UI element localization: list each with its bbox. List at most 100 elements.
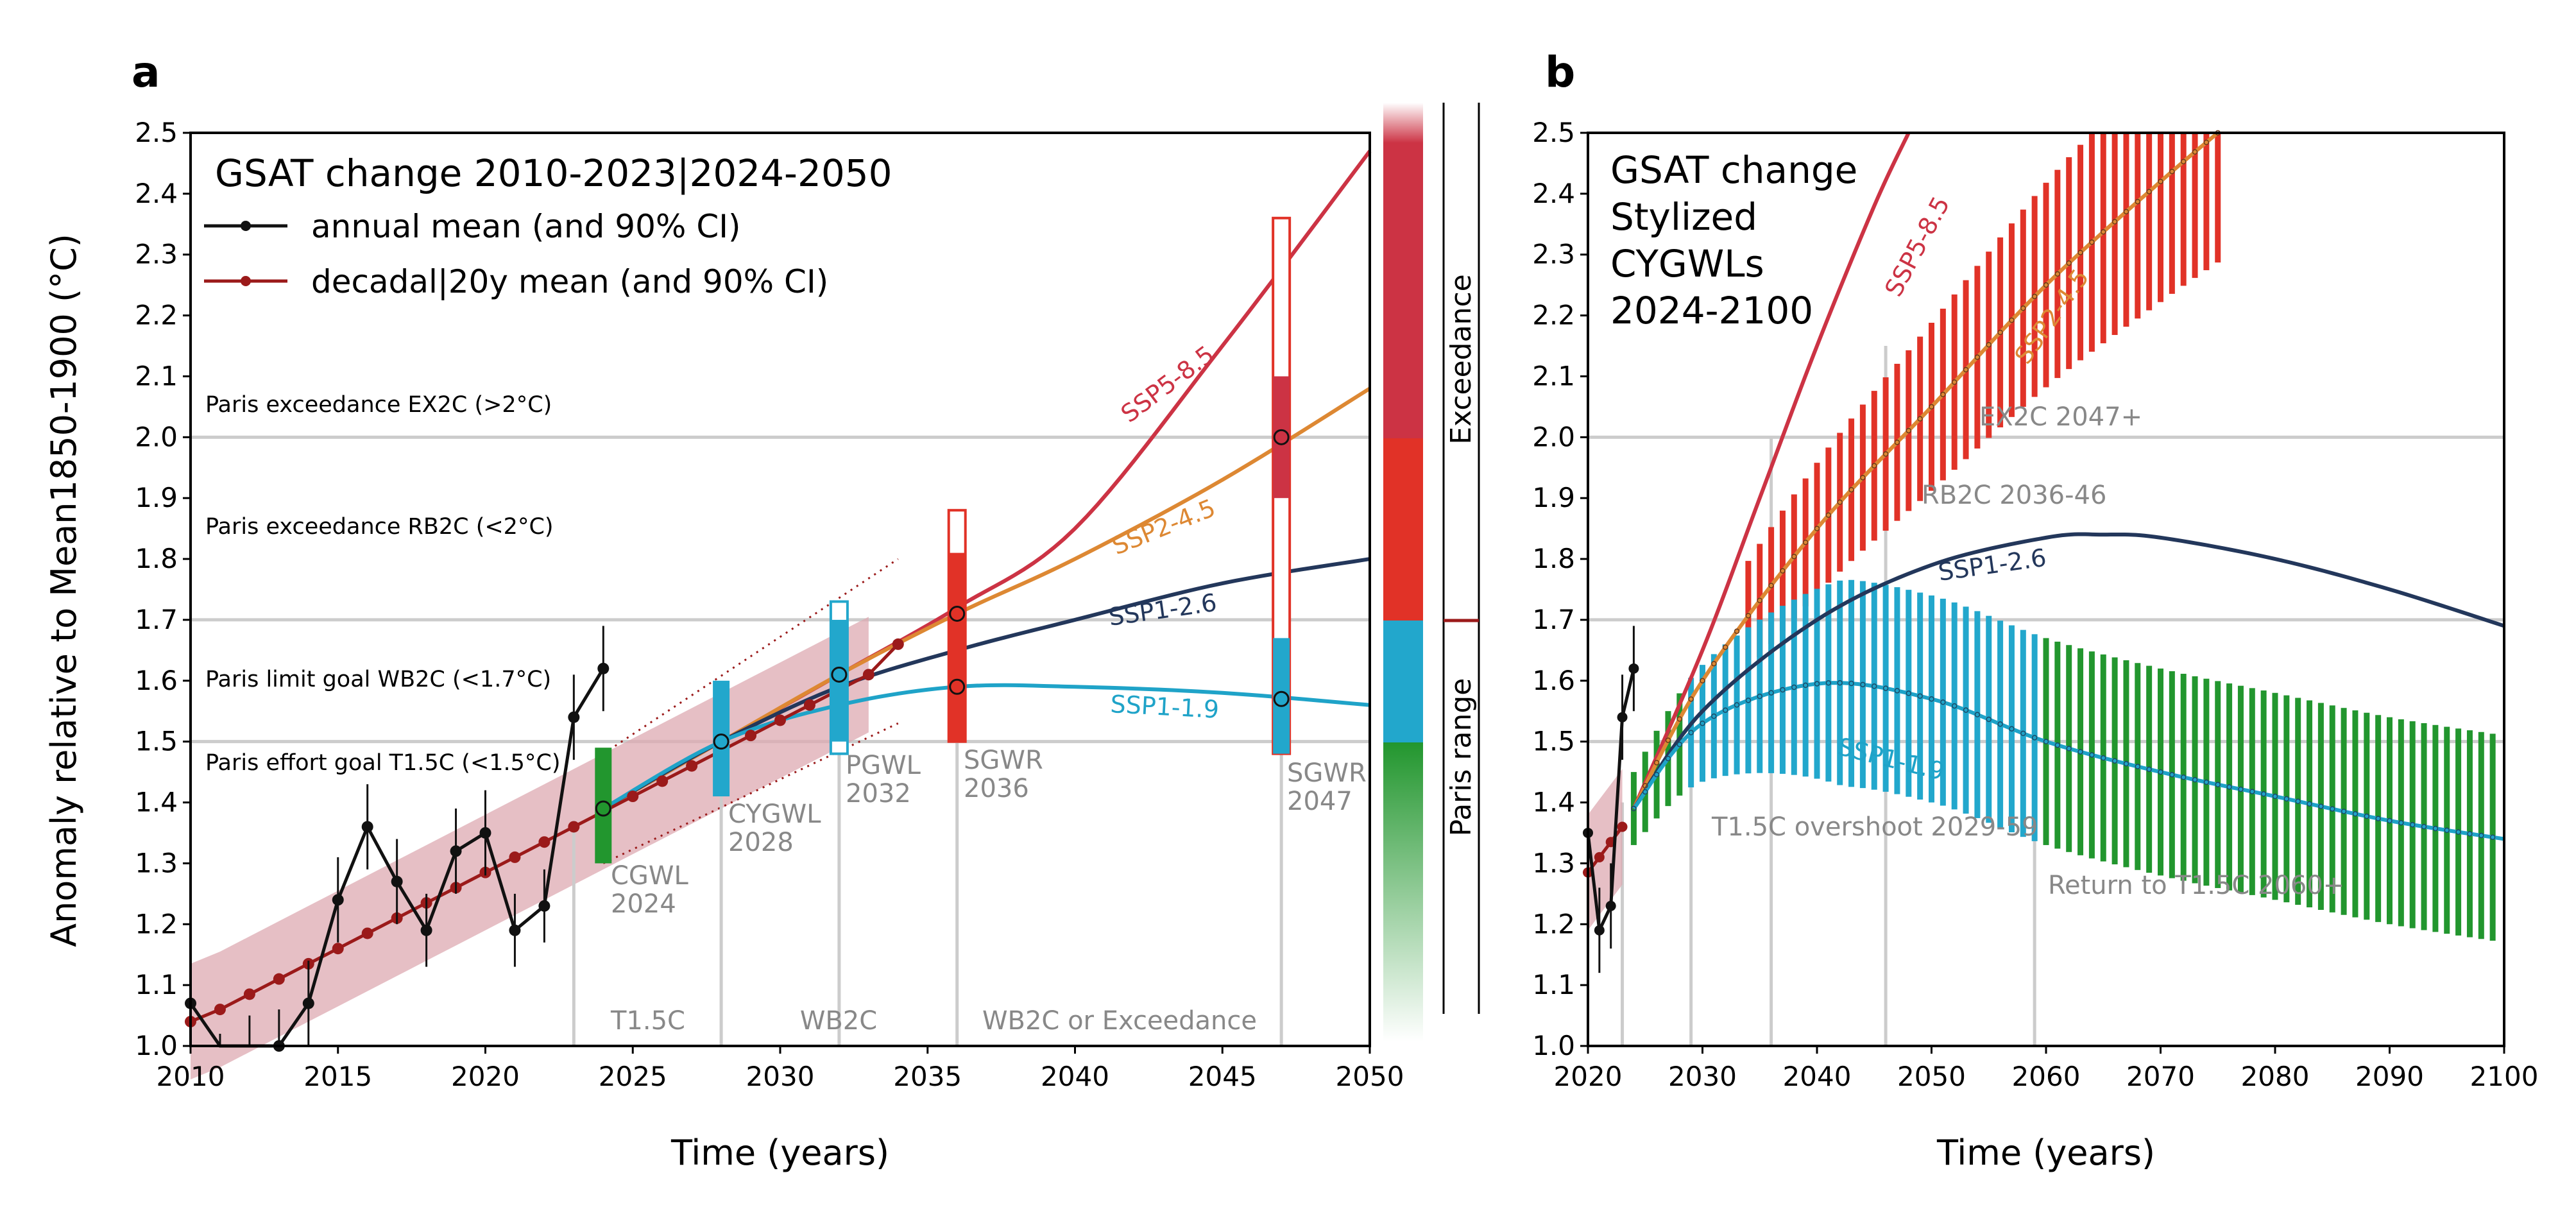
panel-b-center-marker bbox=[2101, 229, 2106, 235]
panel-b-ytick-label: 2.3 bbox=[1532, 239, 1575, 270]
pgwl-bar bbox=[830, 619, 848, 742]
decadal-mean-point bbox=[862, 669, 874, 681]
ref-label-wb2c: Paris limit goal WB2C (<1.7°C) bbox=[205, 667, 551, 692]
panel-b-center-marker bbox=[1963, 366, 1969, 373]
panel-a-ytick-label: 2.4 bbox=[135, 178, 178, 209]
panel-b-center-marker bbox=[2375, 816, 2381, 821]
panel-b-center-marker bbox=[1997, 721, 2003, 727]
panel-b-ytick-label: 1.1 bbox=[1532, 969, 1575, 1000]
panel-b-center-marker bbox=[1768, 583, 1774, 588]
panel-b-ytick-label: 2.4 bbox=[1532, 178, 1575, 209]
panel-b-red-bar bbox=[2146, 133, 2153, 311]
panel-b-xtick-label: 2060 bbox=[2012, 1061, 2081, 1092]
panel-b-center-marker bbox=[2089, 239, 2095, 245]
panel-b-center-marker bbox=[1986, 716, 1992, 723]
panel-b-center-marker bbox=[1974, 712, 1981, 717]
panel-a-xtick-label: 2035 bbox=[893, 1061, 962, 1092]
cygwl-label-1: CYGWL bbox=[728, 800, 821, 829]
panel-b-center-marker bbox=[1848, 680, 1854, 687]
panel-b-center-marker bbox=[2123, 760, 2129, 767]
legend-annual-dot bbox=[241, 221, 251, 231]
panel-b-center-marker bbox=[2307, 801, 2312, 807]
panel-b-center-marker bbox=[2249, 789, 2255, 794]
panel-b-center-marker bbox=[1734, 628, 1740, 634]
panel-b-xlabel: Time (years) bbox=[1936, 1133, 2155, 1173]
panel-b-ytick-label: 1.0 bbox=[1532, 1030, 1575, 1061]
panel-b-ytick-label: 1.4 bbox=[1532, 787, 1575, 818]
panel-b-center-marker bbox=[2066, 260, 2072, 266]
legend-decadal-label: decadal|20y mean (and 90% CI) bbox=[311, 263, 828, 300]
panel-a-ytick-label: 1.9 bbox=[135, 482, 178, 513]
panel-a-xtick-label: 2040 bbox=[1041, 1061, 1109, 1092]
panel-b-center-marker bbox=[2043, 739, 2049, 744]
panel-a-xtick-label: 2020 bbox=[451, 1061, 520, 1092]
panel-a-xlabel: Time (years) bbox=[670, 1133, 889, 1173]
panel-b-center-marker bbox=[2043, 282, 2049, 288]
decadal-mean-point bbox=[361, 927, 373, 939]
panel-b-center-marker bbox=[1676, 716, 1683, 722]
panel-b-ytick-label: 2.5 bbox=[1532, 117, 1575, 148]
panel-b-series bbox=[1631, 130, 2505, 841]
panel-b-center-marker bbox=[2135, 764, 2141, 769]
panel-b-center-marker bbox=[1951, 379, 1958, 385]
panel-b-red-bar bbox=[2123, 133, 2129, 327]
panel-b-center-marker bbox=[2009, 726, 2015, 732]
annual-mean-point bbox=[420, 924, 432, 936]
panel-b-center-marker bbox=[1882, 685, 1889, 691]
panel-a-ytick-label: 2.0 bbox=[135, 421, 178, 452]
panel-b-xtick-label: 2100 bbox=[2470, 1061, 2539, 1092]
panel-b-ytick-label: 2.0 bbox=[1532, 421, 1575, 452]
panel-b-center-marker bbox=[1929, 404, 1934, 410]
ssp585-label-b: SSP5-8.5 bbox=[1879, 192, 1955, 301]
colorbar-wb2c bbox=[1383, 621, 1423, 742]
colorbar-exceedance-label: Exceedance bbox=[1445, 274, 1478, 444]
panel-b-center-marker bbox=[2489, 834, 2496, 840]
panel-a-ytick-label: 1.7 bbox=[135, 604, 178, 635]
panel-b-center-marker bbox=[1791, 553, 1797, 560]
panel-b-ytick-label: 2.1 bbox=[1532, 360, 1575, 391]
panel-b-center-marker bbox=[2009, 317, 2015, 323]
decadal-lower-dotted bbox=[602, 722, 899, 864]
panel-b-center-marker bbox=[2421, 823, 2427, 830]
panel-b-center-marker bbox=[1700, 720, 1705, 726]
panel-b-xtick-label: 2050 bbox=[1897, 1061, 1966, 1092]
decadal-mean-point bbox=[745, 730, 757, 742]
sgwr47-label-2: 2047 bbox=[1287, 787, 1352, 816]
panel-b-ytick-label: 1.5 bbox=[1532, 726, 1575, 757]
panel-b-ytick-label: 1.8 bbox=[1532, 543, 1575, 574]
panel-a-xtick-label: 2010 bbox=[157, 1061, 225, 1092]
panel-b-center-marker bbox=[1894, 688, 1900, 694]
panel-b-center-marker bbox=[2169, 772, 2175, 778]
panel-b-center-marker bbox=[2158, 178, 2163, 185]
panel-b-center-marker bbox=[2467, 831, 2473, 837]
panel-b-center-marker bbox=[1688, 730, 1694, 735]
panel-b-red-bar bbox=[2192, 133, 2198, 278]
panel-b-center-marker bbox=[2101, 755, 2106, 761]
panel-b-center-marker bbox=[1940, 391, 1946, 398]
scenario-marker bbox=[1273, 690, 1290, 707]
panel-b-center-marker bbox=[1860, 681, 1866, 688]
panel-a-xtick-label: 2030 bbox=[746, 1061, 815, 1092]
panel-b-center-marker bbox=[2352, 811, 2358, 817]
panel-b-x-axis: 2020 2030 2040 2050 2060 2070 2080 2090 2100 bbox=[1554, 1046, 2539, 1092]
panel-b-decadal-point bbox=[1594, 852, 1605, 862]
panel-b-center-marker bbox=[2158, 769, 2163, 775]
panel-b-center-marker bbox=[2054, 271, 2061, 277]
ssp245-line-b bbox=[1632, 131, 2219, 810]
panel-b-ytick-label: 2.2 bbox=[1532, 300, 1575, 331]
sgwr36-label-2: 2036 bbox=[964, 774, 1029, 803]
panel-b-center-marker bbox=[1653, 771, 1660, 778]
decadal-mean-point bbox=[509, 851, 521, 863]
panel-b-center-marker bbox=[1951, 703, 1958, 709]
panel-b-red-bar bbox=[2215, 133, 2221, 263]
panel-b-center-marker bbox=[1917, 693, 1923, 699]
ex2c-label: EX2C 2047+ bbox=[1979, 402, 2142, 432]
panel-b-xtick-label: 2040 bbox=[1783, 1061, 1852, 1092]
decadal-mean-point bbox=[803, 699, 815, 711]
panel-b-center-marker bbox=[1780, 687, 1786, 693]
decadal-mean-point bbox=[686, 760, 698, 772]
panel-b-center-marker bbox=[1631, 805, 1637, 812]
decadal-mean-point bbox=[627, 791, 639, 803]
decadal-mean-point bbox=[273, 973, 285, 985]
